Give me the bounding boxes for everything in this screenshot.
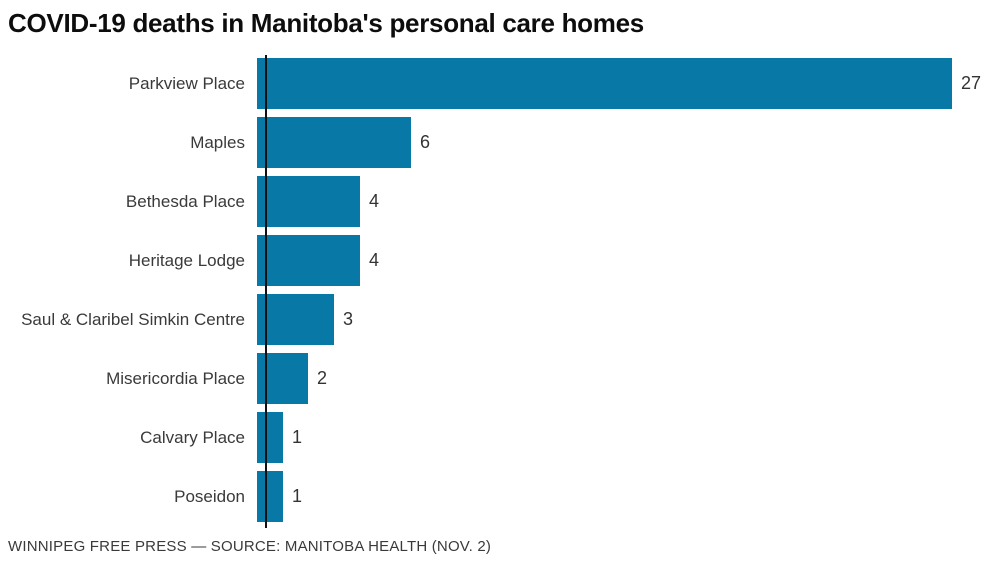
value-label: 4 xyxy=(369,250,380,270)
value-label: 3 xyxy=(343,309,354,329)
category-label: Misericordia Place xyxy=(106,368,245,388)
chart-row: Parkview Place 27 xyxy=(0,54,999,113)
bar-chart: Parkview Place 27 Maples 6 Bethesda Place 4 He… xyxy=(0,54,999,526)
chart-row: Heritage Lodge 4 xyxy=(0,231,999,290)
chart-row: Saul & Claribel Simkin Centre 3 xyxy=(0,290,999,349)
bar-track: 3 xyxy=(257,290,999,349)
chart-title: COVID-19 deaths in Manitoba's personal c… xyxy=(8,8,644,38)
category-label: Calvary Place xyxy=(140,427,245,447)
bar xyxy=(257,294,334,345)
value-label: 27 xyxy=(961,73,982,93)
bar-track: 1 xyxy=(257,408,999,467)
bar xyxy=(257,412,283,463)
value-label: 6 xyxy=(420,132,431,152)
bar xyxy=(257,176,360,227)
chart-row: Maples 6 xyxy=(0,113,999,172)
chart-row: Calvary Place 1 xyxy=(0,408,999,467)
bar-track: 2 xyxy=(257,349,999,408)
bar-track: 4 xyxy=(257,231,999,290)
category-label: Heritage Lodge xyxy=(128,250,245,270)
bar xyxy=(257,471,283,522)
bar-track: 4 xyxy=(257,172,999,231)
y-axis-line xyxy=(265,55,267,528)
chart-row: Bethesda Place 4 xyxy=(0,172,999,231)
bar-track: 27 xyxy=(257,54,999,113)
source-attribution: WINNIPEG FREE PRESS — SOURCE: MANITOBA H… xyxy=(8,538,492,555)
category-label: Poseidon xyxy=(174,486,245,506)
chart-row: Poseidon 1 xyxy=(0,467,999,526)
value-label: 2 xyxy=(317,368,328,388)
category-label: Parkview Place xyxy=(128,73,245,93)
bar xyxy=(257,58,952,109)
value-label: 4 xyxy=(369,191,380,211)
bar-track: 6 xyxy=(257,113,999,172)
category-label: Maples xyxy=(190,132,245,152)
bar xyxy=(257,235,360,286)
category-label: Saul & Claribel Simkin Centre xyxy=(21,309,245,329)
chart-row: Misericordia Place 2 xyxy=(0,349,999,408)
value-label: 1 xyxy=(292,486,303,506)
value-label: 1 xyxy=(292,427,303,447)
bar-track: 1 xyxy=(257,467,999,526)
bar xyxy=(257,117,411,168)
category-label: Bethesda Place xyxy=(125,191,245,211)
